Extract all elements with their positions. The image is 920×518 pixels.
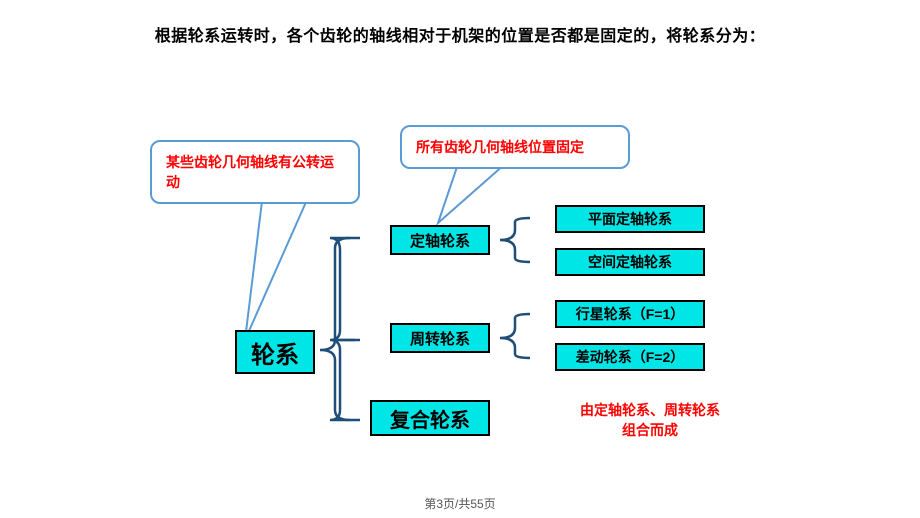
diagram-connectors	[0, 0, 920, 518]
root-box: 轮系	[235, 330, 315, 374]
callout1-text: 某些齿轮几何轴线有公转运动	[166, 154, 334, 190]
callout-fixed: 所有齿轮几何轴线位置固定	[400, 125, 630, 169]
note-line1: 由定轴轮系、周转轮系	[580, 402, 720, 418]
branch3-label: 复合轮系	[390, 404, 470, 433]
page-title: 根据轮系运转时，各个齿轮的轴线相对于机架的位置是否都是固定的，将轮系分为：	[0, 22, 920, 46]
leaf-differential: 差动轮系（F=2）	[555, 343, 705, 371]
leaf4-label: 差动轮系（F=2）	[576, 347, 685, 367]
leaf1-label: 平面定轴轮系	[588, 209, 672, 229]
leaf2-label: 空间定轴轮系	[588, 252, 672, 272]
leaf-spatial-fixed: 空间定轴轮系	[555, 248, 705, 276]
callout-revolve: 某些齿轮几何轴线有公转运动	[150, 140, 360, 204]
branch-fixed-axis: 定轴轮系	[390, 225, 490, 255]
compound-note: 由定轴轮系、周转轮系 组合而成	[555, 400, 745, 440]
page-footer: 第3页/共55页	[0, 495, 920, 512]
branch-epicyclic: 周转轮系	[390, 323, 490, 353]
callout2-text: 所有齿轮几何轴线位置固定	[416, 139, 584, 155]
leaf-planar-fixed: 平面定轴轮系	[555, 205, 705, 233]
branch2-label: 周转轮系	[410, 328, 470, 349]
leaf-planetary: 行星轮系（F=1）	[555, 300, 705, 328]
leaf3-label: 行星轮系（F=1）	[576, 304, 685, 324]
note-line2: 组合而成	[622, 422, 678, 438]
branch1-label: 定轴轮系	[410, 230, 470, 251]
branch-compound: 复合轮系	[370, 400, 490, 436]
root-label: 轮系	[251, 335, 299, 370]
